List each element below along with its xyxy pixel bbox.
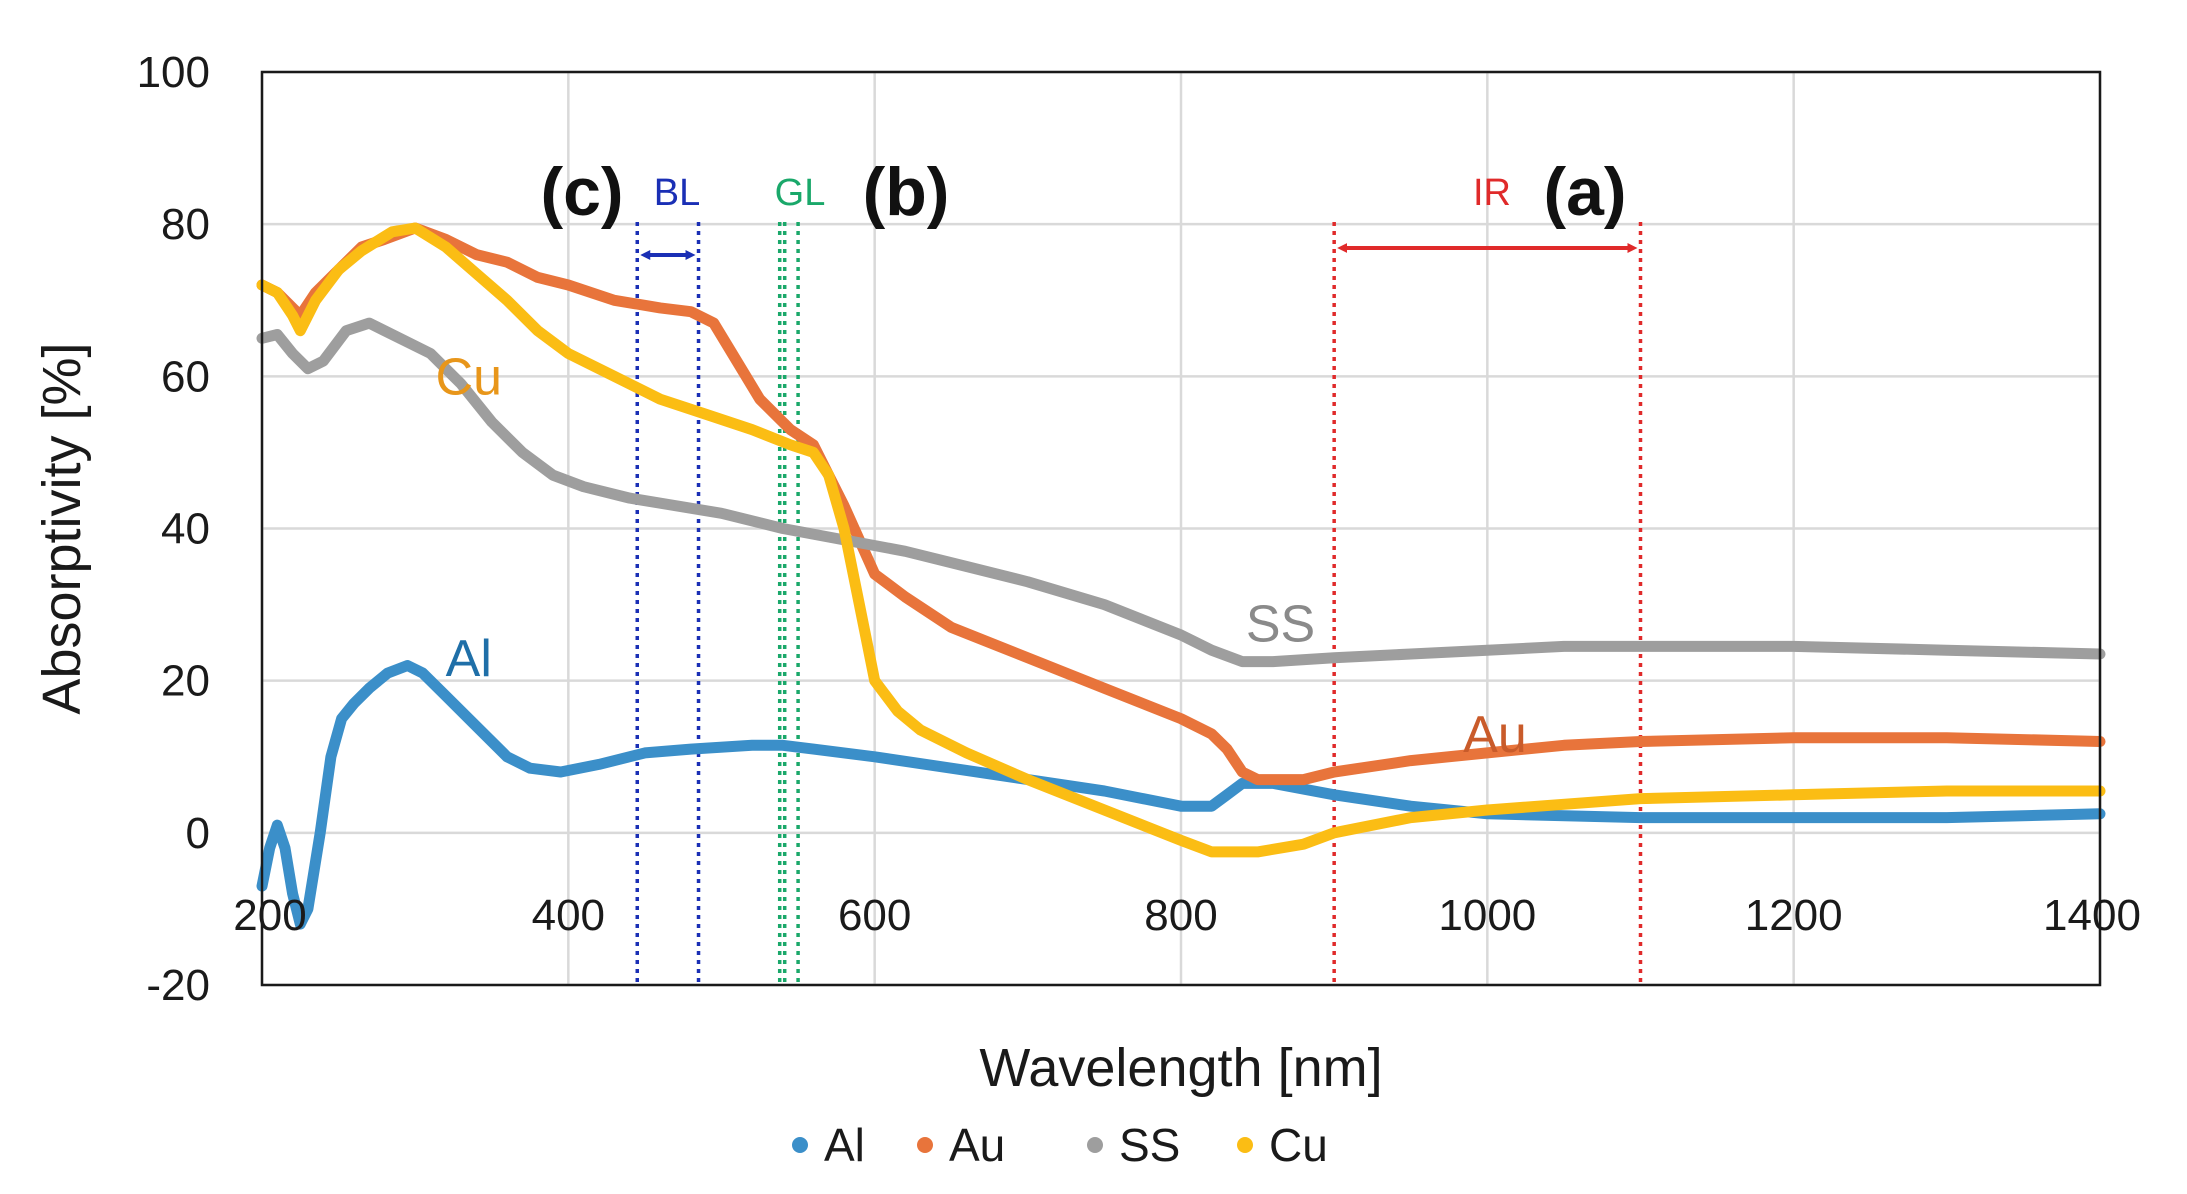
series-label-au: Au [1463,706,1527,764]
legend-label-cu: Cu [1269,1119,1328,1171]
y-tick-label: -20 [146,961,210,1010]
plot-frame [260,70,2102,987]
x-tick-label: 1400 [2043,891,2141,940]
y-tick-label: 60 [161,352,210,401]
series-labels: Al Au SS Cu [436,348,1527,764]
series-label-ss: SS [1246,596,1315,654]
region-markers [635,222,1643,985]
grid-lines [260,70,2102,987]
region-letter-gl: (b) [863,154,950,230]
region-letter-bl: (c) [540,154,623,230]
legend-marker-ss [1087,1137,1103,1153]
y-tick-labels: -20 0 20 40 60 80 100 [137,48,210,1010]
region-letter-ir: (a) [1543,154,1626,230]
legend-marker-au [917,1137,933,1153]
x-tick-label: 1000 [1438,891,1536,940]
region-labels: (c) BL (b) GL (a) IR [540,154,1626,230]
legend-label-au: Au [949,1119,1005,1171]
x-tick-label: 200 [233,891,306,940]
y-tick-label: 20 [161,657,210,706]
legend-label-al: Al [824,1119,865,1171]
x-tick-labels: 200 400 600 800 1000 1200 1400 [233,891,2141,940]
series-line-al [256,660,2106,930]
y-tick-label: 100 [137,48,210,97]
series-label-al: Al [446,630,492,688]
legend-label-ss: SS [1119,1119,1180,1171]
y-tick-label: 0 [186,809,210,858]
data-series [256,222,2106,930]
series-line-cu [256,222,2106,858]
legend-marker-cu [1237,1137,1253,1153]
x-tick-label: 400 [532,891,605,940]
legend: Al Au SS Cu [792,1119,1328,1171]
y-axis-title: Absorptivity [%] [32,342,92,714]
region-name-gl: GL [775,172,826,214]
x-axis-title: Wavelength [nm] [979,1038,1382,1098]
legend-marker-al [792,1137,808,1153]
y-tick-label: 40 [161,505,210,554]
x-tick-label: 1200 [1745,891,1843,940]
series-label-cu: Cu [436,348,502,406]
x-tick-label: 600 [838,891,911,940]
series-line-ss [256,317,2106,668]
region-name-ir: IR [1473,172,1511,214]
x-tick-label: 800 [1144,891,1217,940]
y-tick-label: 80 [161,200,210,249]
region-name-bl: BL [654,172,700,214]
